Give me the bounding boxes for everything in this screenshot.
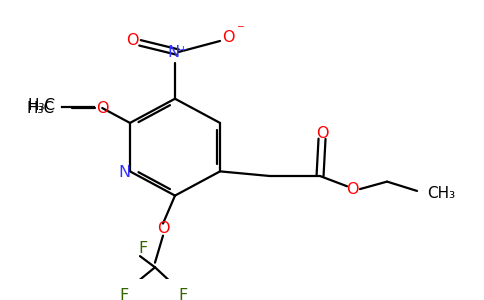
Text: F: F: [179, 288, 188, 300]
Text: H₃C: H₃C: [26, 100, 54, 116]
Text: H₃C: H₃C: [27, 98, 55, 113]
Text: F: F: [120, 288, 129, 300]
Text: N: N: [118, 165, 130, 180]
Text: O: O: [316, 126, 328, 141]
Text: CH₃: CH₃: [427, 186, 455, 201]
Text: O: O: [126, 32, 138, 47]
Text: F: F: [138, 241, 148, 256]
Text: O: O: [222, 30, 234, 45]
Text: O: O: [96, 100, 108, 116]
Text: ⁻: ⁻: [236, 22, 244, 37]
Text: N⁺: N⁺: [167, 45, 188, 60]
Text: O: O: [346, 182, 358, 196]
Text: O: O: [157, 221, 169, 236]
